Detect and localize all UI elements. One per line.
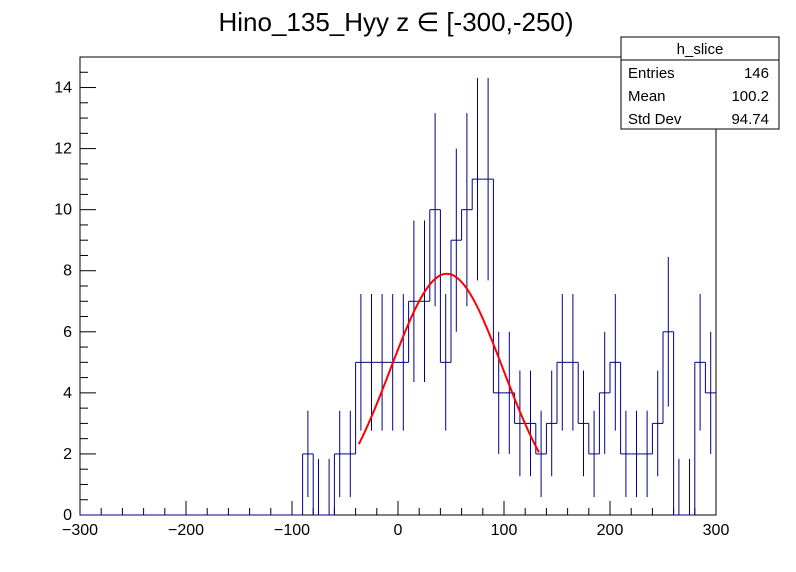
y-tick-label: 6 (63, 324, 72, 341)
x-tick-label: 300 (703, 522, 730, 539)
x-tick-label: 100 (491, 522, 518, 539)
y-tick-label: 14 (54, 80, 72, 97)
y-tick-label: 0 (63, 507, 72, 524)
stats-entries-label: Entries (628, 65, 675, 82)
stats-mean-value: 100.2 (731, 88, 769, 105)
x-tick-label: 200 (597, 522, 624, 539)
y-tick-label: 2 (63, 446, 72, 463)
x-tick-label: −200 (168, 522, 204, 539)
stats-box-frame (620, 36, 780, 130)
x-tick-label: −300 (62, 522, 98, 539)
x-tick-label: −100 (274, 522, 310, 539)
y-tick-label: 8 (63, 263, 72, 280)
gaussian-fit (357, 272, 540, 453)
y-tick-label: 4 (63, 385, 72, 402)
error-bars (307, 77, 712, 515)
x-tick-label: 0 (394, 522, 403, 539)
stats-box: h_slice Entries 146 Mean 100.2 Std Dev 9… (620, 36, 780, 130)
histogram-steps (80, 178, 716, 516)
fit-curve (357, 272, 540, 453)
stats-entries-value: 146 (744, 65, 769, 82)
stats-stddev-value: 94.74 (731, 111, 769, 128)
stats-mean-label: Mean (628, 88, 666, 105)
y-tick-label: 12 (54, 141, 72, 158)
y-tick-label: 10 (54, 202, 72, 219)
stats-stddev-label: Std Dev (628, 111, 682, 128)
chart-title: Hino_135_Hyy z ∈ [-300,-250) (218, 7, 573, 37)
x-axis: −300 −200 −100 0 100 200 300 (62, 501, 729, 539)
y-axis: 0 2 4 6 8 10 12 14 (54, 56, 96, 524)
stats-box-title: h_slice (677, 41, 724, 58)
